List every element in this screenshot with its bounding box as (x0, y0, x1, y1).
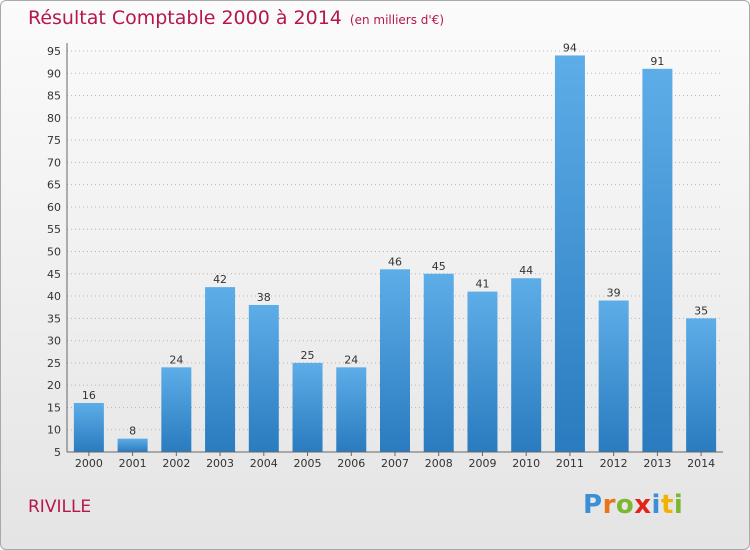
y-tick-label: 65 (47, 179, 61, 192)
commune-name: RIVILLE (28, 497, 92, 517)
bar-2009 (467, 291, 498, 452)
x-tick-label: 2001 (119, 457, 147, 470)
chart-title-main: Résultat Comptable 2000 à 2014 (28, 7, 342, 29)
bar-value-label: 8 (129, 425, 136, 438)
y-tick-label: 50 (47, 246, 61, 259)
bar-value-label: 45 (432, 260, 446, 273)
y-tick-label: 60 (47, 201, 61, 214)
y-tick-label: 70 (47, 156, 61, 169)
bar-value-label: 44 (519, 264, 533, 277)
bar-2003 (205, 287, 236, 452)
axes: 5 10 15 20 25 30 35 40 45 50 55 60 65 70 75 80 85 90 95 16 2… (47, 41, 723, 470)
bar-value-label: 41 (475, 278, 489, 291)
bar-2012 (598, 300, 629, 452)
x-tick-label: 2008 (425, 457, 453, 470)
bar-2014 (686, 318, 717, 452)
bar-value-label: 25 (301, 349, 315, 362)
bar-2008 (423, 273, 454, 452)
chart-title-unit: (en milliers d'€) (349, 13, 445, 27)
y-tick-label: 75 (47, 134, 61, 147)
bar-2010 (511, 278, 542, 452)
bar-value-label: 24 (344, 353, 358, 366)
bar-2013 (642, 68, 673, 453)
bar-2000 (73, 402, 104, 452)
y-tick-label: 85 (47, 90, 61, 103)
logo-letter: t (660, 490, 674, 520)
x-tick-label: 2004 (250, 457, 278, 470)
y-tick-label: 30 (47, 335, 61, 348)
bar-value-label: 24 (169, 353, 183, 366)
logo-letter: x (634, 490, 652, 520)
bar-value-label: 42 (213, 273, 227, 286)
chart-title: Résultat Comptable 2000 à 2014 (en millie… (28, 7, 444, 29)
y-tick-label: 95 (47, 45, 61, 58)
x-tick-label: 2007 (381, 457, 409, 470)
bar-value-label: 94 (563, 41, 577, 54)
bar-2005 (292, 362, 323, 452)
x-tick-label: 2011 (556, 457, 584, 470)
bar-2002 (161, 367, 192, 452)
bar-value-label: 46 (388, 255, 402, 268)
y-tick-label: 5 (54, 446, 61, 459)
y-tick-label: 40 (47, 290, 61, 303)
logo-letter: o (615, 490, 635, 520)
y-tick-label: 35 (47, 312, 61, 325)
x-tick-label: 2010 (512, 457, 540, 470)
y-tick-label: 80 (47, 112, 61, 125)
logo-letter: i (651, 490, 661, 520)
x-tick-label: 2013 (643, 457, 671, 470)
x-tick-label: 2003 (206, 457, 234, 470)
bar-2007 (380, 269, 410, 452)
bar-value-label: 16 (82, 389, 96, 402)
bar-2011 (554, 55, 585, 452)
y-tick-label: 45 (47, 268, 61, 281)
x-tick-label: 2002 (162, 457, 190, 470)
bar-2001 (117, 438, 148, 452)
x-tick-label: 2009 (468, 457, 496, 470)
y-tick-label: 25 (47, 357, 61, 370)
bar-value-label: 38 (257, 291, 271, 304)
y-tick-label: 55 (47, 223, 61, 236)
x-tick-label: 2012 (600, 457, 628, 470)
proxiti-logo: Proxiti (583, 490, 683, 520)
logo-letter: P (583, 490, 603, 520)
y-tick-label: 10 (47, 424, 61, 437)
logo-letter: i (673, 490, 684, 520)
logo-letter: r (602, 490, 616, 520)
y-tick-label: 20 (47, 379, 61, 392)
x-tick-label: 2000 (75, 457, 103, 470)
y-tick-label: 90 (47, 67, 61, 80)
x-tick-label: 2006 (337, 457, 365, 470)
y-tick-label: 15 (47, 401, 61, 414)
bar-value-label: 39 (607, 287, 621, 300)
x-tick-label: 2014 (687, 457, 715, 470)
bar-2006 (336, 367, 367, 452)
bars (73, 55, 717, 453)
bar-value-label: 35 (694, 304, 708, 317)
bar-2004 (248, 304, 279, 452)
bar-value-label: 91 (650, 55, 664, 68)
x-tick-label: 2005 (294, 457, 322, 470)
